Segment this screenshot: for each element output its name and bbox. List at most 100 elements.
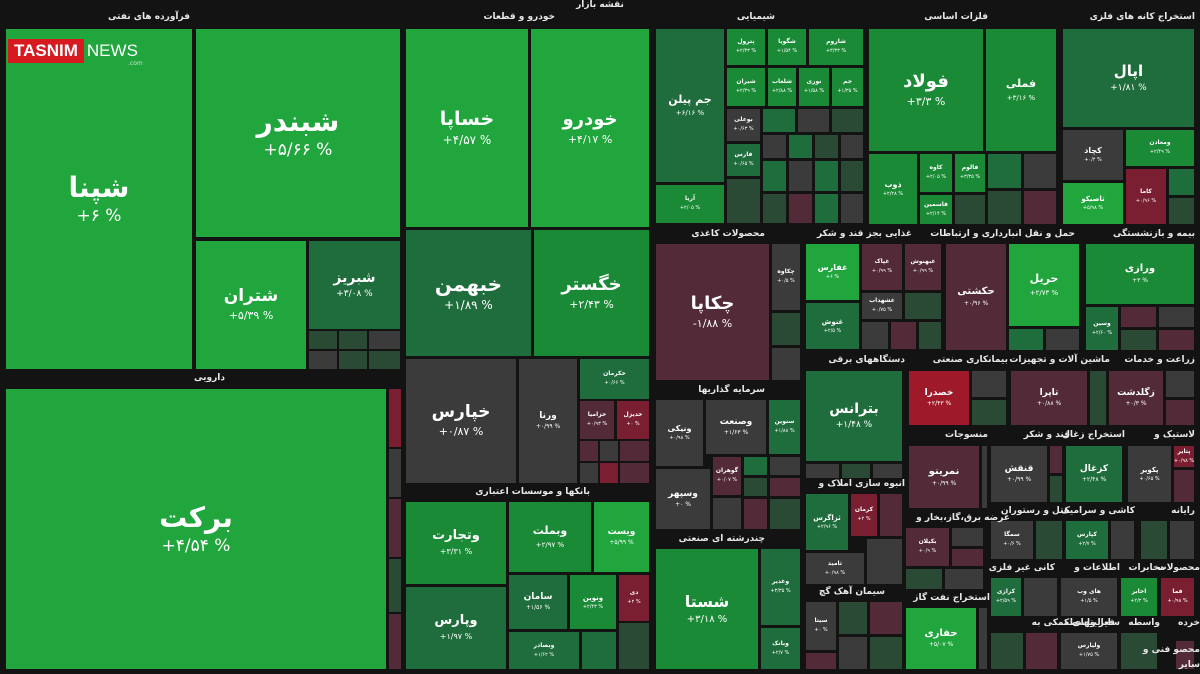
stock-tile-unlabeled[interactable] — [1169, 520, 1195, 560]
stock-tile-unlabeled[interactable] — [951, 548, 984, 567]
stock-tile-unlabeled[interactable] — [1049, 475, 1063, 503]
stock-tile[interactable]: کچاد +۰/۴ % — [1062, 129, 1124, 181]
stock-tile-unlabeled[interactable] — [971, 399, 1007, 426]
stock-tile-unlabeled[interactable] — [1049, 445, 1063, 474]
stock-tile-unlabeled[interactable] — [861, 321, 889, 350]
stock-tile-unlabeled[interactable] — [788, 134, 813, 159]
stock-tile[interactable]: شبریز +۳/۰۸ % — [308, 240, 401, 330]
stock-tile-unlabeled[interactable] — [762, 108, 796, 133]
stock-tile[interactable]: شتران +۵/۳۹ % — [195, 240, 307, 370]
stock-tile-unlabeled[interactable] — [618, 622, 650, 670]
stock-tile-unlabeled[interactable] — [1025, 632, 1058, 670]
stock-tile[interactable]: ورنا +۰/۹۹ % — [518, 358, 578, 484]
stock-tile-unlabeled[interactable] — [308, 330, 338, 350]
stock-tile-unlabeled[interactable] — [769, 477, 801, 497]
stock-tile[interactable]: کزغال +۲/۴۸ % — [1065, 445, 1123, 503]
stock-tile-unlabeled[interactable] — [981, 445, 988, 509]
stock-tile-unlabeled[interactable] — [762, 134, 787, 159]
stock-tile[interactable]: وتجارت +۳/۳۱ % — [405, 501, 507, 585]
stock-tile[interactable]: دی +۲ % — [618, 574, 650, 622]
stock-tile[interactable]: خساپا +۴/۵۷ % — [405, 28, 529, 228]
stock-tile[interactable]: وغدیر +۳/۳۵ % — [760, 548, 801, 626]
stock-tile-unlabeled[interactable] — [971, 370, 1007, 398]
stock-tile-unlabeled[interactable] — [308, 350, 338, 370]
stock-tile[interactable]: کپارس +۲/۷ % — [1065, 520, 1109, 560]
stock-tile-unlabeled[interactable] — [1008, 328, 1044, 351]
stock-tile[interactable]: ولیارس +۱/۷۵ % — [1060, 632, 1118, 670]
stock-tile[interactable]: غشهداب +۰/۷۵ % — [861, 292, 903, 320]
stock-tile-unlabeled[interactable] — [918, 321, 942, 350]
stock-tile[interactable]: کرازی +۲/۵۹ % — [990, 577, 1022, 617]
stock-tile[interactable]: وپارس +۱/۹۷ % — [405, 586, 507, 670]
stock-tile-unlabeled[interactable] — [1035, 520, 1063, 560]
stock-tile-unlabeled[interactable] — [1168, 197, 1195, 225]
stock-tile[interactable]: بکیلان +۰/۹ % — [905, 527, 950, 567]
stock-tile[interactable]: غنوش +۲/۵ % — [805, 302, 860, 350]
stock-tile-unlabeled[interactable] — [743, 498, 768, 530]
stock-tile-unlabeled[interactable] — [987, 190, 1022, 225]
stock-tile-unlabeled[interactable] — [840, 193, 864, 224]
stock-tile-unlabeled[interactable] — [368, 350, 401, 370]
stock-tile-unlabeled[interactable] — [743, 456, 768, 476]
stock-tile-unlabeled[interactable] — [388, 558, 402, 613]
stock-tile[interactable]: خبهمن +۱/۸۹ % — [405, 229, 532, 357]
stock-tile-unlabeled[interactable] — [771, 347, 801, 381]
stock-tile-unlabeled[interactable] — [990, 632, 1024, 670]
stock-tile[interactable]: کاوه +۲/۰۵ % — [919, 153, 953, 193]
stock-tile-unlabeled[interactable] — [769, 498, 801, 530]
stock-tile-unlabeled[interactable] — [1023, 153, 1057, 189]
stock-tile-unlabeled[interactable] — [769, 456, 801, 476]
stock-tile-unlabeled[interactable] — [951, 527, 984, 547]
stock-tile[interactable]: شلعاب +۲/۸۸ % — [767, 67, 797, 107]
stock-tile-unlabeled[interactable] — [879, 493, 903, 537]
stock-tile-unlabeled[interactable] — [1110, 520, 1135, 560]
stock-tile-unlabeled[interactable] — [579, 440, 599, 462]
stock-tile[interactable]: نوری +۱/۵۸ % — [798, 67, 830, 107]
stock-tile[interactable]: سنوین +۱/۸۸ % — [768, 399, 801, 455]
stock-tile-unlabeled[interactable] — [338, 350, 368, 370]
stock-tile[interactable]: وبملت +۲/۹۷ % — [508, 501, 592, 573]
stock-tile-unlabeled[interactable] — [869, 636, 903, 670]
stock-tile-unlabeled[interactable] — [1140, 520, 1168, 560]
stock-tile[interactable]: حفاری +۵/۰۷ % — [905, 607, 977, 670]
stock-tile-unlabeled[interactable] — [944, 568, 984, 590]
stock-tile[interactable]: وسین +۲/۶۰ % — [1085, 306, 1119, 351]
stock-tile-unlabeled[interactable] — [831, 108, 864, 133]
stock-tile-unlabeled[interactable] — [814, 193, 839, 224]
stock-tile[interactable]: خپارس +۰/۸۷ % — [405, 358, 517, 484]
stock-tile-unlabeled[interactable] — [388, 613, 402, 670]
stock-tile[interactable]: بوعلی +۰/۶۳ % — [726, 108, 761, 142]
stock-tile-unlabeled[interactable] — [1120, 329, 1157, 351]
stock-tile[interactable]: خزامیا +۰/۹۳ % — [579, 400, 615, 440]
stock-tile[interactable]: ومعادن +۲/۴۹ % — [1125, 129, 1195, 167]
stock-tile-unlabeled[interactable] — [1165, 370, 1195, 398]
stock-tile[interactable]: سیتا +۰ % — [805, 601, 837, 651]
stock-tile[interactable]: ورازی +۳ % — [1085, 243, 1195, 305]
stock-tile-unlabeled[interactable] — [869, 601, 903, 635]
stock-tile-unlabeled[interactable] — [872, 463, 903, 479]
stock-tile[interactable]: تاصیکو +۵/۹۸ % — [1062, 182, 1124, 225]
stock-tile-unlabeled[interactable] — [1158, 306, 1195, 328]
stock-tile[interactable]: اپال +۱/۸۱ % — [1062, 28, 1195, 128]
stock-tile-unlabeled[interactable] — [388, 498, 402, 558]
stock-tile-unlabeled[interactable] — [1173, 469, 1195, 503]
stock-tile-unlabeled[interactable] — [771, 312, 801, 346]
stock-tile-unlabeled[interactable] — [838, 601, 868, 635]
stock-tile[interactable]: وسپهر +۰ % — [655, 468, 711, 530]
stock-tile-unlabeled[interactable] — [619, 440, 650, 462]
stock-tile[interactable]: برکت +۴/۵۴ % — [5, 388, 387, 670]
stock-tile[interactable]: شیران +۲/۳۹ % — [726, 67, 766, 107]
stock-tile-unlabeled[interactable] — [1023, 190, 1057, 225]
stock-tile-unlabeled[interactable] — [978, 607, 988, 670]
stock-tile-unlabeled[interactable] — [905, 568, 943, 590]
stock-tile[interactable]: های وب +۱/۵ % — [1060, 577, 1118, 617]
stock-tile[interactable]: سمگا +۰/۶ % — [990, 520, 1034, 560]
stock-tile[interactable]: چکاپا -۱/۸۸ % — [655, 243, 770, 381]
stock-tile[interactable]: جم پیلن +۶/۱۶ % — [655, 28, 725, 183]
stock-tile[interactable]: غفارس +۶ % — [805, 243, 860, 301]
stock-tile[interactable]: شاروم +۳/۳۳ % — [808, 28, 864, 66]
stock-tile[interactable]: قنقش +۰/۹۹ % — [990, 445, 1048, 503]
stock-tile[interactable]: حریل +۲/۷۳ % — [1008, 243, 1080, 327]
stock-tile-unlabeled[interactable] — [599, 440, 619, 462]
stock-tile-unlabeled[interactable] — [338, 330, 368, 350]
